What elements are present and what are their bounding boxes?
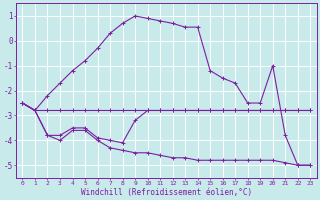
X-axis label: Windchill (Refroidissement éolien,°C): Windchill (Refroidissement éolien,°C) (81, 188, 252, 197)
